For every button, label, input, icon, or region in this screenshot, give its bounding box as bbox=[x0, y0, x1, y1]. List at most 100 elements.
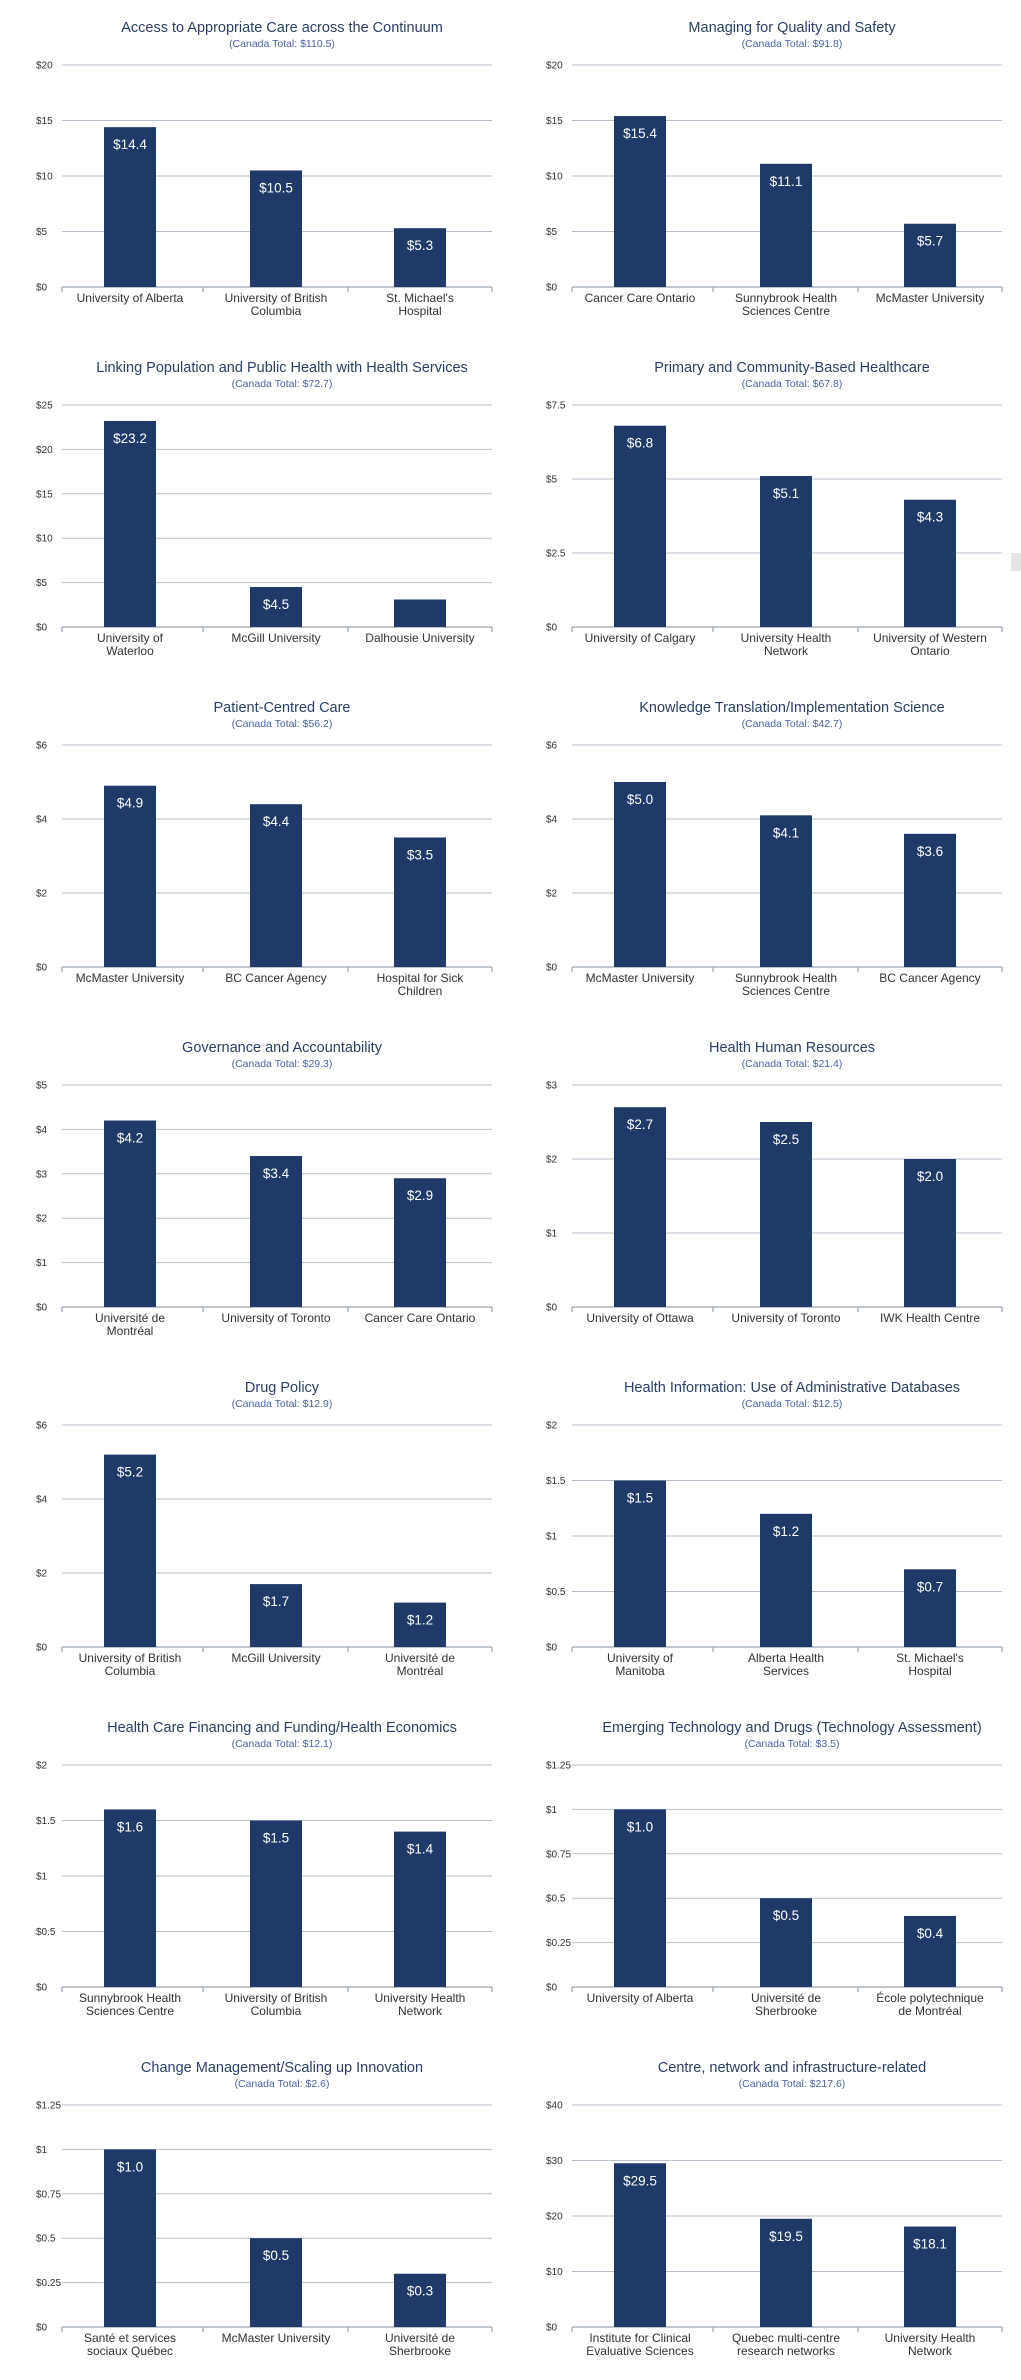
bar bbox=[760, 1122, 812, 1307]
chart-subtitle: (Canada Total: $56.2) bbox=[232, 718, 333, 730]
category-label: Evaluative Sciences bbox=[586, 2344, 693, 2358]
y-tick-label: $1.25 bbox=[36, 2101, 61, 2112]
y-tick-label: $5 bbox=[36, 578, 48, 589]
category-label: Université de bbox=[95, 1311, 165, 1325]
category-label: research networks bbox=[737, 2344, 835, 2358]
bar-value-label: $4.5 bbox=[263, 597, 289, 612]
bar bbox=[760, 163, 812, 287]
bar-value-label: $1.0 bbox=[117, 2159, 143, 2174]
bar-value-label: $19.5 bbox=[769, 2229, 803, 2244]
bar-value-label: $2.7 bbox=[627, 1117, 653, 1132]
category-label: Ontario bbox=[910, 644, 950, 658]
chart-panel: Change Management/Scaling up Innovation (… bbox=[0, 2040, 510, 2380]
bar-value-label: $4.2 bbox=[117, 1131, 143, 1146]
bar-chart: Centre, network and infrastructure-relat… bbox=[546, 2060, 1003, 2358]
bar bbox=[614, 425, 666, 627]
chart-subtitle: (Canada Total: $3.5) bbox=[745, 1738, 840, 1750]
y-tick-label: $0.5 bbox=[36, 1927, 56, 1938]
y-tick-label: $2 bbox=[546, 889, 558, 900]
y-tick-label: $0 bbox=[546, 1303, 558, 1314]
chart-panel: Health Care Financing and Funding/Health… bbox=[0, 1700, 510, 2040]
bar-value-label: $1.5 bbox=[627, 1491, 653, 1506]
category-label: Montréal bbox=[397, 1664, 444, 1678]
bar bbox=[104, 420, 156, 627]
chart-panel: Knowledge Translation/Implementation Sci… bbox=[510, 680, 1020, 1020]
category-label: Quebec multi-centre bbox=[732, 2331, 840, 2345]
chart-title: Health Information: Use of Administrativ… bbox=[624, 1380, 960, 1396]
category-label: University of British bbox=[79, 1651, 182, 1665]
y-tick-label: $5 bbox=[36, 1081, 48, 1092]
y-tick-label: $25 bbox=[36, 401, 53, 412]
chart-title: Governance and Accountability bbox=[182, 1040, 383, 1056]
category-label: Manitoba bbox=[615, 1664, 665, 1678]
category-label: University Health bbox=[375, 1991, 466, 2005]
category-label: Université de bbox=[385, 2331, 455, 2345]
bar-value-label: $5.7 bbox=[917, 234, 943, 249]
bar-value-label: $1.6 bbox=[117, 1819, 143, 1834]
category-label: Services bbox=[763, 1664, 809, 1678]
bar bbox=[760, 1513, 812, 1647]
bar-value-label: $4.9 bbox=[117, 796, 143, 811]
category-label: University of Alberta bbox=[587, 1991, 694, 2005]
chart-title: Emerging Technology and Drugs (Technolog… bbox=[602, 1720, 981, 1736]
y-tick-label: $4 bbox=[36, 1125, 48, 1136]
category-label: Cancer Care Ontario bbox=[585, 291, 696, 305]
y-tick-label: $1 bbox=[36, 1872, 48, 1883]
bar-value-label: $18.1 bbox=[913, 2237, 947, 2252]
bar bbox=[250, 1820, 302, 1987]
category-label: Network bbox=[764, 644, 809, 658]
y-tick-label: $2 bbox=[36, 1214, 48, 1225]
bar bbox=[614, 116, 666, 287]
category-label: IWK Health Centre bbox=[880, 1311, 980, 1325]
category-label: University of bbox=[607, 1651, 674, 1665]
category-label: Hospital for Sick bbox=[377, 971, 465, 985]
bar-chart: Governance and Accountability (Canada Tot… bbox=[36, 1040, 493, 1338]
chart-subtitle: (Canada Total: $72.7) bbox=[232, 378, 333, 390]
chart-panel: Managing for Quality and Safety (Canada T… bbox=[510, 0, 1020, 340]
y-tick-label: $1 bbox=[546, 1532, 558, 1543]
y-tick-label: $4 bbox=[546, 815, 558, 826]
chart-subtitle: (Canada Total: $29.3) bbox=[232, 1058, 333, 1070]
y-tick-label: $0 bbox=[36, 1983, 48, 1994]
chart-panel: Emerging Technology and Drugs (Technolog… bbox=[510, 1700, 1020, 2040]
category-label: Hospital bbox=[908, 1664, 951, 1678]
bar-value-label: $10.5 bbox=[259, 180, 293, 195]
bar bbox=[614, 1107, 666, 1307]
category-label: University of British bbox=[225, 1991, 328, 2005]
bar bbox=[904, 499, 956, 627]
chart-title: Knowledge Translation/Implementation Sci… bbox=[639, 700, 944, 716]
bar-value-label: $5.0 bbox=[627, 792, 653, 807]
bar bbox=[394, 2273, 446, 2327]
y-tick-label: $0.5 bbox=[36, 2234, 56, 2245]
bar bbox=[394, 1178, 446, 1307]
y-tick-label: $4 bbox=[36, 1495, 48, 1506]
category-label: University of Ottawa bbox=[586, 1311, 694, 1325]
y-tick-label: $6 bbox=[36, 741, 48, 752]
y-tick-label: $15 bbox=[546, 116, 563, 127]
y-tick-label: $4 bbox=[36, 815, 48, 826]
bar-value-label: $1.2 bbox=[407, 1613, 433, 1628]
y-tick-label: $20 bbox=[36, 445, 53, 456]
bar-value-label: $2.5 bbox=[773, 1132, 799, 1147]
bar-chart: Primary and Community-Based Healthcare (C… bbox=[546, 360, 1003, 658]
bar bbox=[394, 837, 446, 967]
y-tick-label: $0.75 bbox=[546, 1849, 571, 1860]
bar-value-label: $1.7 bbox=[263, 1594, 289, 1609]
category-label: McGill University bbox=[231, 1651, 320, 1665]
bar bbox=[614, 1809, 666, 1987]
category-label: Columbia bbox=[251, 304, 302, 318]
category-label: Children bbox=[398, 984, 443, 998]
bar bbox=[904, 1915, 956, 1987]
chart-title: Drug Policy bbox=[245, 1380, 320, 1396]
y-tick-label: $0.25 bbox=[546, 1938, 571, 1949]
chart-panel: Primary and Community-Based Healthcare (C… bbox=[510, 340, 1020, 680]
category-label: Waterloo bbox=[106, 644, 154, 658]
category-label: École polytechnique bbox=[876, 1990, 984, 2005]
bar-chart: Managing for Quality and Safety (Canada T… bbox=[546, 20, 1003, 318]
chart-title: Centre, network and infrastructure-relat… bbox=[658, 2060, 926, 2076]
bar bbox=[904, 833, 956, 967]
scrollbar-thumb[interactable] bbox=[1011, 553, 1021, 571]
category-label: University of Toronto bbox=[221, 1311, 330, 1325]
bar-chart: Health Care Financing and Funding/Health… bbox=[36, 1720, 493, 2018]
bar bbox=[614, 782, 666, 967]
